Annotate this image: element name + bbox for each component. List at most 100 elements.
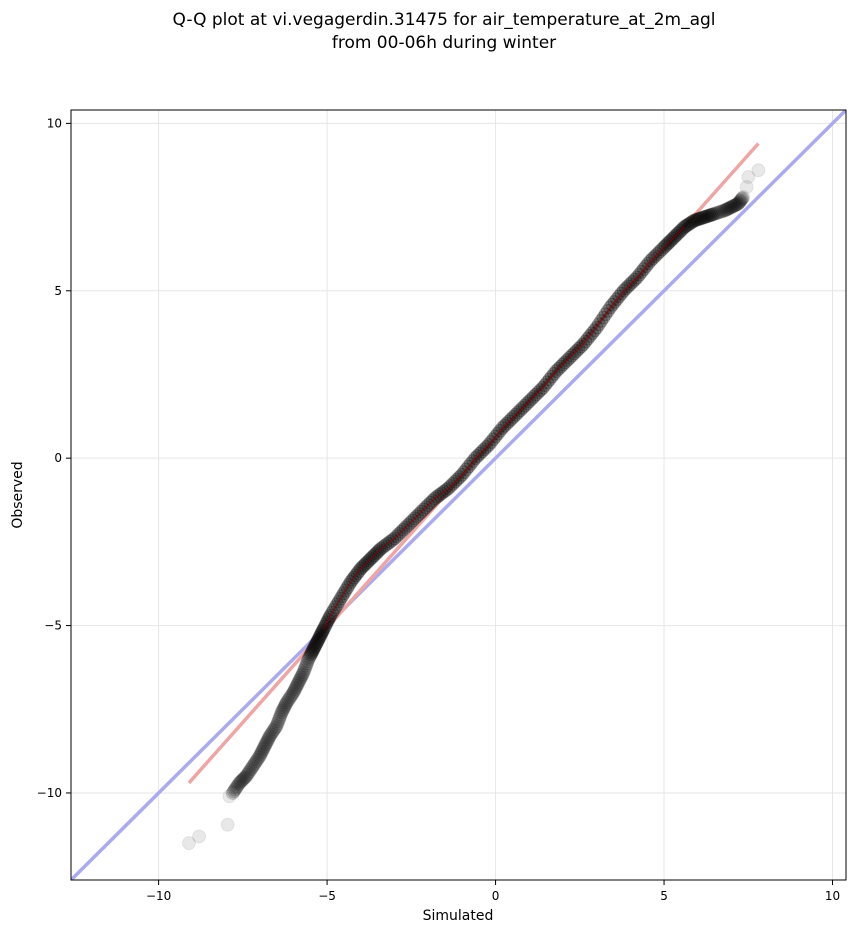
quantile-point bbox=[684, 215, 698, 230]
quantile-point bbox=[293, 670, 308, 685]
quantile-point bbox=[680, 217, 695, 232]
quantile-point bbox=[270, 716, 285, 731]
quantile-point bbox=[307, 640, 322, 655]
quantile-point bbox=[721, 201, 736, 216]
quantile-point bbox=[263, 727, 278, 742]
quantile-point bbox=[290, 677, 305, 692]
quantile-point bbox=[309, 635, 324, 650]
quantile-point bbox=[295, 667, 310, 682]
quantile-point bbox=[285, 687, 300, 702]
quantile-point bbox=[712, 205, 727, 220]
quantile-point bbox=[704, 207, 719, 222]
quantile-point bbox=[251, 750, 266, 765]
quantile-point bbox=[303, 648, 318, 663]
quantile-point bbox=[690, 212, 705, 227]
quantile-point bbox=[261, 730, 276, 745]
quantile-point bbox=[272, 712, 287, 727]
quantile-point bbox=[292, 673, 307, 688]
quantile-point bbox=[305, 643, 320, 658]
quantile-point bbox=[736, 190, 751, 205]
quantile-point bbox=[739, 180, 754, 194]
quantile-point bbox=[309, 636, 324, 651]
quantile-point bbox=[256, 742, 271, 757]
quantile-point bbox=[304, 647, 319, 662]
quantile-point bbox=[709, 206, 724, 221]
quantile-point bbox=[296, 665, 311, 680]
quantile-point bbox=[731, 196, 746, 211]
quantile-point bbox=[277, 698, 292, 713]
quantile-point bbox=[733, 193, 748, 208]
quantile-point bbox=[273, 707, 288, 722]
quantile-points bbox=[181, 163, 766, 851]
quantile-point bbox=[298, 660, 313, 675]
quantile-point bbox=[726, 198, 741, 213]
quantile-point bbox=[242, 764, 257, 779]
chart-title-line-2: from 00-06h during winter bbox=[332, 33, 556, 53]
quantile-point bbox=[258, 737, 273, 752]
quantile-point bbox=[235, 772, 250, 787]
quantile-point bbox=[697, 210, 712, 225]
quantile-point bbox=[702, 208, 717, 223]
quantile-point bbox=[751, 163, 766, 178]
quantile-point bbox=[304, 645, 319, 660]
quantile-point bbox=[299, 656, 314, 671]
x-tick-label: −5 bbox=[318, 889, 336, 903]
quantile-point bbox=[266, 724, 281, 739]
quantile-point bbox=[231, 777, 246, 792]
quantile-point bbox=[312, 630, 327, 645]
quantile-point bbox=[732, 195, 747, 210]
y-tick-label: 0 bbox=[54, 451, 62, 465]
y-axis-ticks: −10 −5 0 5 10 bbox=[37, 116, 71, 800]
quantile-point bbox=[724, 200, 739, 215]
quantile-point bbox=[259, 735, 274, 750]
quantile-point bbox=[692, 211, 707, 226]
quantile-point bbox=[297, 663, 312, 678]
quantile-point bbox=[682, 216, 697, 231]
quantile-point bbox=[723, 200, 738, 215]
quantile-point bbox=[719, 202, 734, 217]
quantile-point bbox=[291, 675, 306, 690]
quantile-point bbox=[695, 210, 710, 225]
quantile-point bbox=[244, 760, 259, 775]
quantile-point bbox=[234, 773, 249, 788]
quantile-point bbox=[236, 771, 251, 786]
y-tick-label: −5 bbox=[44, 619, 62, 633]
quantile-point bbox=[262, 729, 277, 744]
quantile-point bbox=[288, 680, 303, 695]
quantile-point bbox=[256, 740, 271, 755]
quantile-point bbox=[310, 633, 325, 648]
quantile-point bbox=[311, 631, 326, 646]
grid-lines bbox=[71, 110, 846, 880]
quantile-point bbox=[302, 650, 317, 665]
quantile-point bbox=[252, 749, 267, 764]
quantile-point bbox=[730, 197, 745, 212]
y-tick-label: −10 bbox=[37, 786, 62, 800]
x-tick-label: −10 bbox=[146, 889, 171, 903]
central-quantile-line bbox=[323, 226, 685, 630]
quantile-point bbox=[277, 700, 292, 715]
quantile-point bbox=[278, 697, 293, 712]
quantile-point bbox=[722, 201, 737, 216]
quantile-point bbox=[301, 652, 316, 667]
quantile-point bbox=[261, 732, 276, 747]
quantile-point bbox=[240, 767, 255, 782]
quantile-point bbox=[313, 628, 328, 643]
quantile-point bbox=[232, 775, 247, 790]
quantile-point bbox=[267, 722, 282, 737]
quantile-point bbox=[227, 782, 242, 797]
y-axis-label: Observed bbox=[10, 461, 26, 528]
quantile-point bbox=[222, 789, 237, 804]
quantile-point bbox=[288, 682, 303, 697]
quantile-point bbox=[289, 678, 304, 693]
quantile-point bbox=[315, 623, 330, 638]
quantile-point bbox=[281, 692, 296, 707]
quantile-point bbox=[279, 695, 294, 710]
quantile-point bbox=[250, 752, 265, 767]
quantile-point bbox=[732, 194, 747, 209]
quantile-point bbox=[269, 719, 284, 733]
quantile-point bbox=[718, 202, 733, 217]
quantile-point bbox=[249, 754, 264, 769]
quantile-point bbox=[276, 702, 291, 717]
quantile-point bbox=[272, 710, 287, 725]
